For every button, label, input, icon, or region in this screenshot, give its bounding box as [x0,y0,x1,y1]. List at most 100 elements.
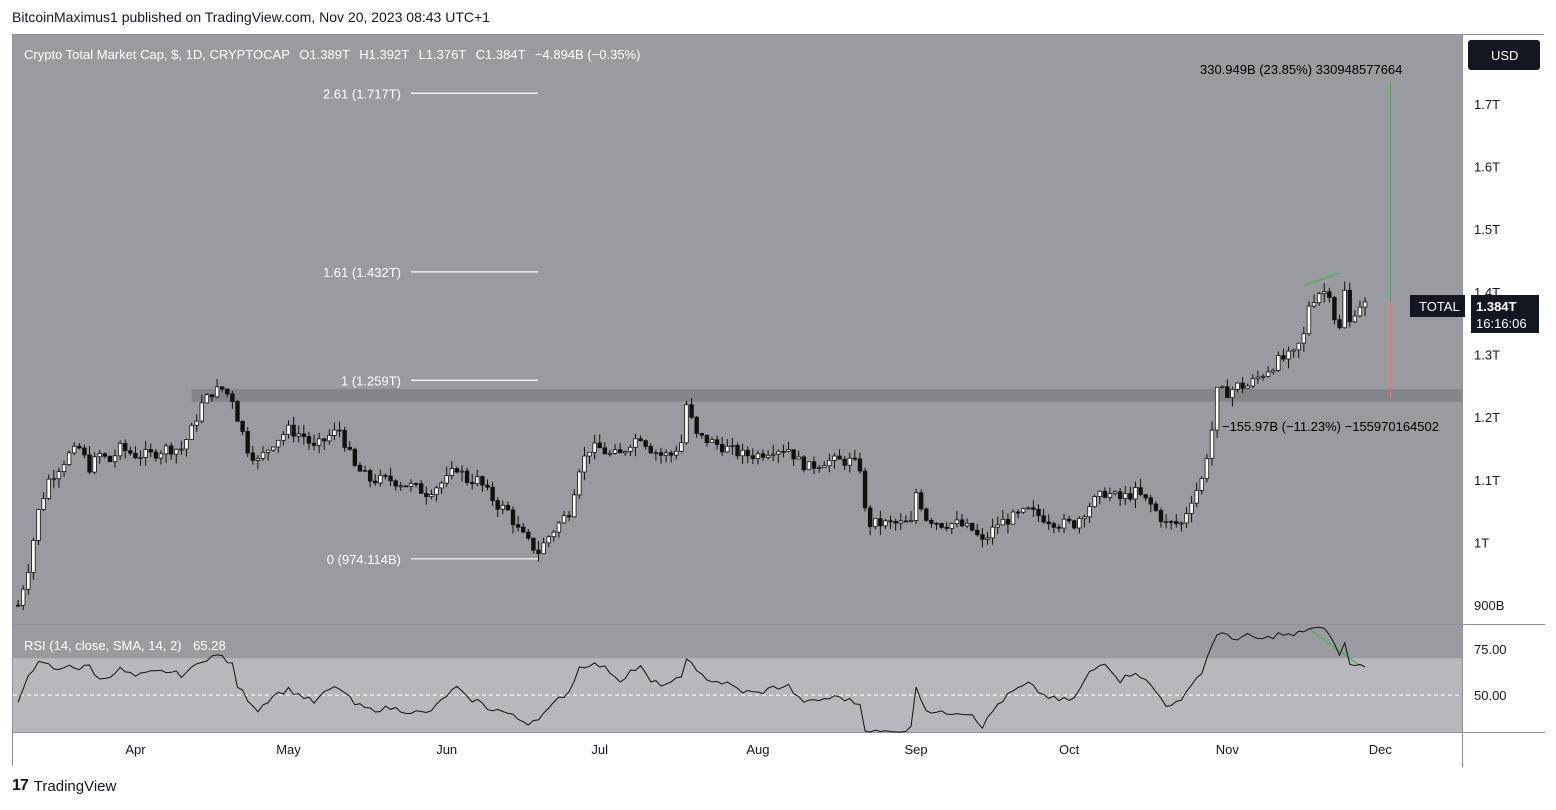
candle-body [311,442,317,446]
candle [867,504,873,536]
candle-body [1021,508,1026,513]
candle [1153,501,1159,512]
candle [566,511,572,522]
candle-body [607,452,613,455]
candle-body [490,486,495,501]
candle [352,447,358,468]
candle [66,450,72,467]
candle-body [1031,507,1036,510]
time-axis-tick: Jul [591,742,608,757]
candle [1092,494,1097,508]
usd-button[interactable]: USD [1468,40,1540,70]
candle [1245,383,1250,389]
candle-body [883,520,888,527]
candle-body [1153,503,1159,511]
candle [832,453,837,469]
candle [771,444,776,462]
candle-body [572,494,577,518]
candle [725,439,730,453]
candle [939,522,944,529]
candle-body [1220,386,1225,389]
candle [46,474,51,501]
candle-body [1291,349,1296,352]
candle-body [975,529,980,536]
candle-body [327,435,332,442]
candle-body [837,455,842,460]
candle-body [867,507,873,527]
candle-body [133,452,138,459]
candle-body [225,388,230,395]
legend-low-value: 1.376T [426,47,467,62]
candle [1271,368,1276,375]
candle [112,449,118,468]
candle-body [1306,305,1312,335]
candle-body [791,449,796,460]
candle-body [449,468,454,476]
candle-body [255,457,261,461]
candle-body [77,445,82,449]
candle-body [597,442,602,449]
candle-body [556,522,562,533]
candle-body [286,424,291,436]
candle-body [424,493,429,498]
candle-body [128,450,133,454]
candle-body [612,449,618,454]
candle-body [1056,526,1062,529]
candle-body [1327,291,1332,298]
footer-brand[interactable]: TradingView [33,777,117,795]
candle [684,400,689,445]
rsi-legend: RSI (14, close, SMA, 14, 2) 65.28 [24,638,226,653]
candle [1214,386,1220,438]
candle-body [954,519,960,525]
candle [791,449,796,466]
candle [41,492,46,511]
candle [1123,486,1128,506]
candle [781,444,786,458]
candle [107,455,113,463]
candle-body [347,446,352,450]
candle [148,443,153,458]
candle-body [1066,518,1072,522]
candle [1021,507,1026,515]
candle [97,449,102,464]
candle-body [1168,520,1174,523]
candle [888,515,893,530]
candle [179,440,184,455]
candle-body [143,449,148,458]
candle-body [531,537,536,551]
candle-body [158,453,164,459]
candle-body [31,540,36,573]
candle-body [643,440,648,447]
candle [87,446,92,475]
candle-body [878,518,883,527]
candle [36,508,41,546]
candle [1286,346,1291,369]
candle [1240,377,1245,394]
tradingview-logo-icon: 17 [12,777,29,794]
candle [648,443,653,454]
candle [291,416,296,443]
candle [276,439,281,453]
candle-body [1316,293,1322,304]
price-axis-tick: 1.6T [1474,160,1500,175]
candle-body [97,453,102,458]
candle-body [271,446,276,451]
candle [373,474,378,486]
candle-body [470,482,475,485]
candle [31,537,36,580]
candle-body [964,522,970,527]
candle [1077,516,1082,534]
candle-body [306,436,312,444]
candle [1087,502,1092,523]
candle [704,434,710,447]
time-axis-tick: Apr [125,742,146,757]
legend-close-value: 1.384T [485,47,526,62]
candle-body [230,393,235,402]
candle [347,441,352,451]
candle-body [515,524,521,528]
candle-body [1245,385,1250,389]
tradingview-chart[interactable]: 2.61 (1.717T) 1.61 (1.432T) 1 (1.259T) 0 (9… [13,35,1545,767]
candle [1128,486,1133,502]
candle-body [1051,523,1057,528]
candle-body [291,424,296,437]
